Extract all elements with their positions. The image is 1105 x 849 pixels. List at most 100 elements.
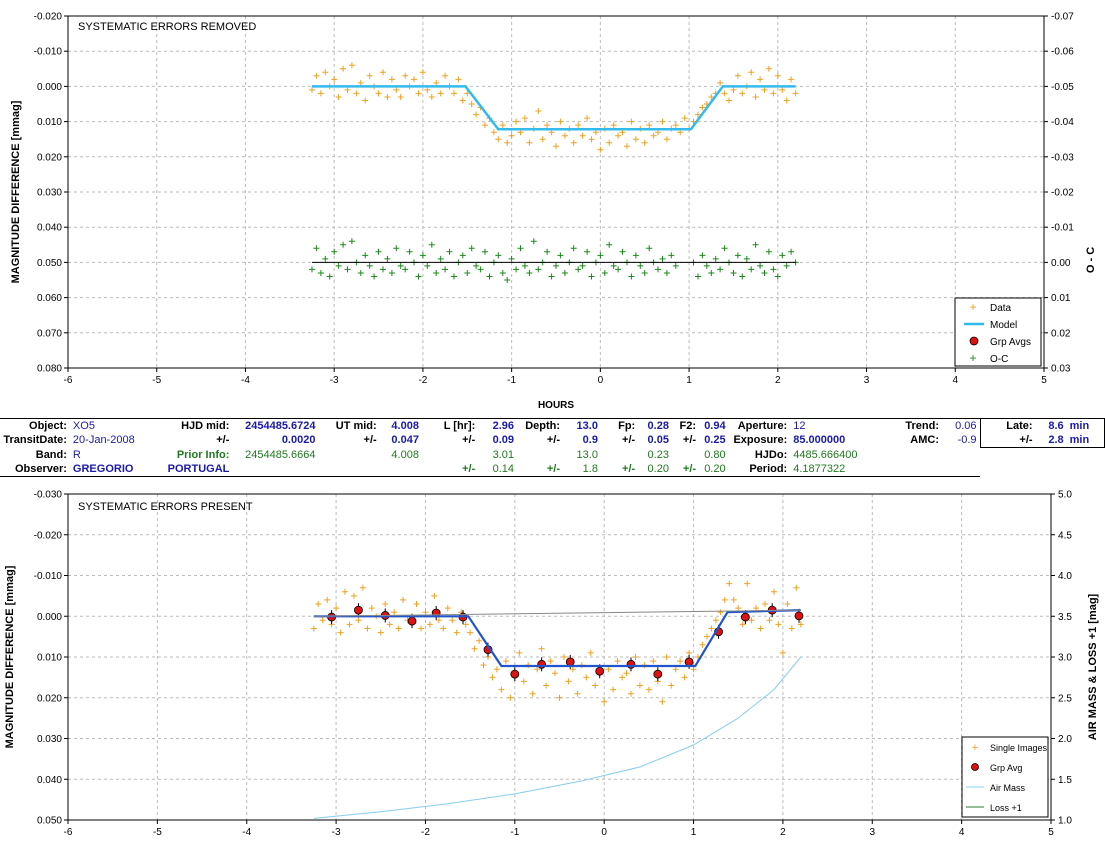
top-x-axis-label: HOURS xyxy=(538,400,574,410)
single-images-point xyxy=(516,649,523,656)
grp-avg-point xyxy=(740,612,750,622)
transitdate-value: 20-Jan-2008 xyxy=(72,434,135,447)
o-c-point xyxy=(468,245,475,252)
top-chart: SYSTEMATIC ERRORS REMOVED -0.020-0.0100.… xyxy=(10,12,1097,411)
data-point xyxy=(606,139,613,146)
data-point xyxy=(504,139,511,146)
left-tick-label: 0.010 xyxy=(37,653,62,664)
single-images-point xyxy=(426,621,433,628)
x-tick-label: -4 xyxy=(241,375,250,386)
right-tick-label: -0.07 xyxy=(1051,12,1074,23)
o-c-point xyxy=(375,248,382,255)
depth-value: 13.0 xyxy=(563,418,601,433)
data-point xyxy=(663,136,670,143)
o-c-point xyxy=(774,273,781,280)
right-tick-label: 5.0 xyxy=(1058,490,1072,501)
data-point xyxy=(428,94,435,100)
single-images-point xyxy=(619,674,626,681)
fp-value: 0.28 xyxy=(638,418,672,433)
top-y2-axis-label: O - C xyxy=(1085,247,1097,273)
o-c-point xyxy=(752,241,759,248)
data-point xyxy=(348,62,355,69)
o-c-point xyxy=(477,266,484,273)
f2-err-label: +/- xyxy=(682,434,697,447)
o-c-point xyxy=(521,262,528,269)
right-tick-label: 4.0 xyxy=(1058,571,1072,582)
data-point xyxy=(419,69,426,76)
location-value: PORTUGAL xyxy=(164,462,233,477)
x-tick-label: 1 xyxy=(686,375,692,386)
left-tick-label: 0.000 xyxy=(37,612,62,623)
left-tick-label: -0.010 xyxy=(34,47,63,58)
o-c-point xyxy=(340,241,347,248)
right-tick-label: 0.01 xyxy=(1051,293,1071,304)
hjd-err-label: +/- xyxy=(216,434,230,447)
single-images-point xyxy=(480,662,487,669)
data-point xyxy=(557,118,564,125)
transit-info-panel: Object: XO5 HJD mid: 2454485.6724 UT mid… xyxy=(0,418,1105,480)
o-c-point xyxy=(482,248,488,255)
o-c-point xyxy=(442,266,449,273)
o-c-point xyxy=(655,266,661,273)
right-tick-label: 0.00 xyxy=(1051,258,1071,269)
single-images-point xyxy=(699,641,706,648)
data-point xyxy=(353,90,360,97)
right-tick-label: 1.5 xyxy=(1058,775,1072,786)
fp-label: Fp: xyxy=(600,418,639,433)
data-point xyxy=(632,136,639,143)
data-point xyxy=(397,94,404,100)
single-images-point xyxy=(552,670,558,677)
band-value: R xyxy=(72,448,81,461)
x-tick-label: 4 xyxy=(952,375,958,386)
hjd-mid-value: 2454485.6724 xyxy=(232,418,319,433)
prior-depth-err-value: 1.8 xyxy=(563,462,601,477)
left-tick-label: 0.030 xyxy=(37,188,62,199)
data-point xyxy=(495,136,502,143)
f2-value: 0.94 xyxy=(699,418,729,433)
single-images-point xyxy=(735,605,742,612)
single-images-point xyxy=(319,617,326,624)
single-images-point xyxy=(739,621,746,628)
data-point xyxy=(393,86,400,93)
observer-value: GREGORIO xyxy=(69,462,165,477)
single-images-point xyxy=(556,694,563,701)
period-value: 4.1877322 xyxy=(790,462,901,477)
data-point xyxy=(681,115,688,122)
left-tick-label: 0.040 xyxy=(37,223,62,234)
data-point xyxy=(375,90,382,97)
x-tick-label: -6 xyxy=(64,827,73,838)
single-images-point xyxy=(569,666,576,673)
single-images-point xyxy=(628,690,634,697)
prior-fp-err-label: +/- xyxy=(600,462,639,477)
o-c-point xyxy=(544,248,551,255)
right-tick-label: 1.0 xyxy=(1058,816,1072,827)
single-images-point xyxy=(418,625,424,632)
data-point xyxy=(570,139,577,146)
length-err-label: +/- xyxy=(462,434,476,447)
single-images-point xyxy=(359,584,366,591)
single-images-point xyxy=(779,649,786,656)
data-point xyxy=(561,132,568,139)
ut-err-value: 0.047 xyxy=(391,434,419,447)
single-images-point xyxy=(645,686,652,693)
x-tick-label: -3 xyxy=(332,827,341,838)
o-c-point xyxy=(730,270,737,276)
single-images-point xyxy=(386,621,393,628)
o-c-point xyxy=(672,262,679,269)
left-tick-label: 0.040 xyxy=(37,775,62,786)
data-point xyxy=(451,90,457,97)
trend-label: Trend: xyxy=(900,418,943,433)
grp-avg-point xyxy=(653,669,663,679)
o-c-point xyxy=(761,270,768,276)
left-tick-label: 0.070 xyxy=(37,328,62,339)
o-c-point xyxy=(579,262,586,269)
data-point xyxy=(770,90,777,97)
single-images-point xyxy=(467,629,474,636)
o-c-point xyxy=(322,255,329,262)
data-point xyxy=(761,86,768,93)
o-c-point xyxy=(765,248,772,255)
model-line xyxy=(313,609,801,668)
o-c-point xyxy=(495,252,502,259)
o-c-point xyxy=(717,266,724,273)
data-point xyxy=(442,72,449,79)
